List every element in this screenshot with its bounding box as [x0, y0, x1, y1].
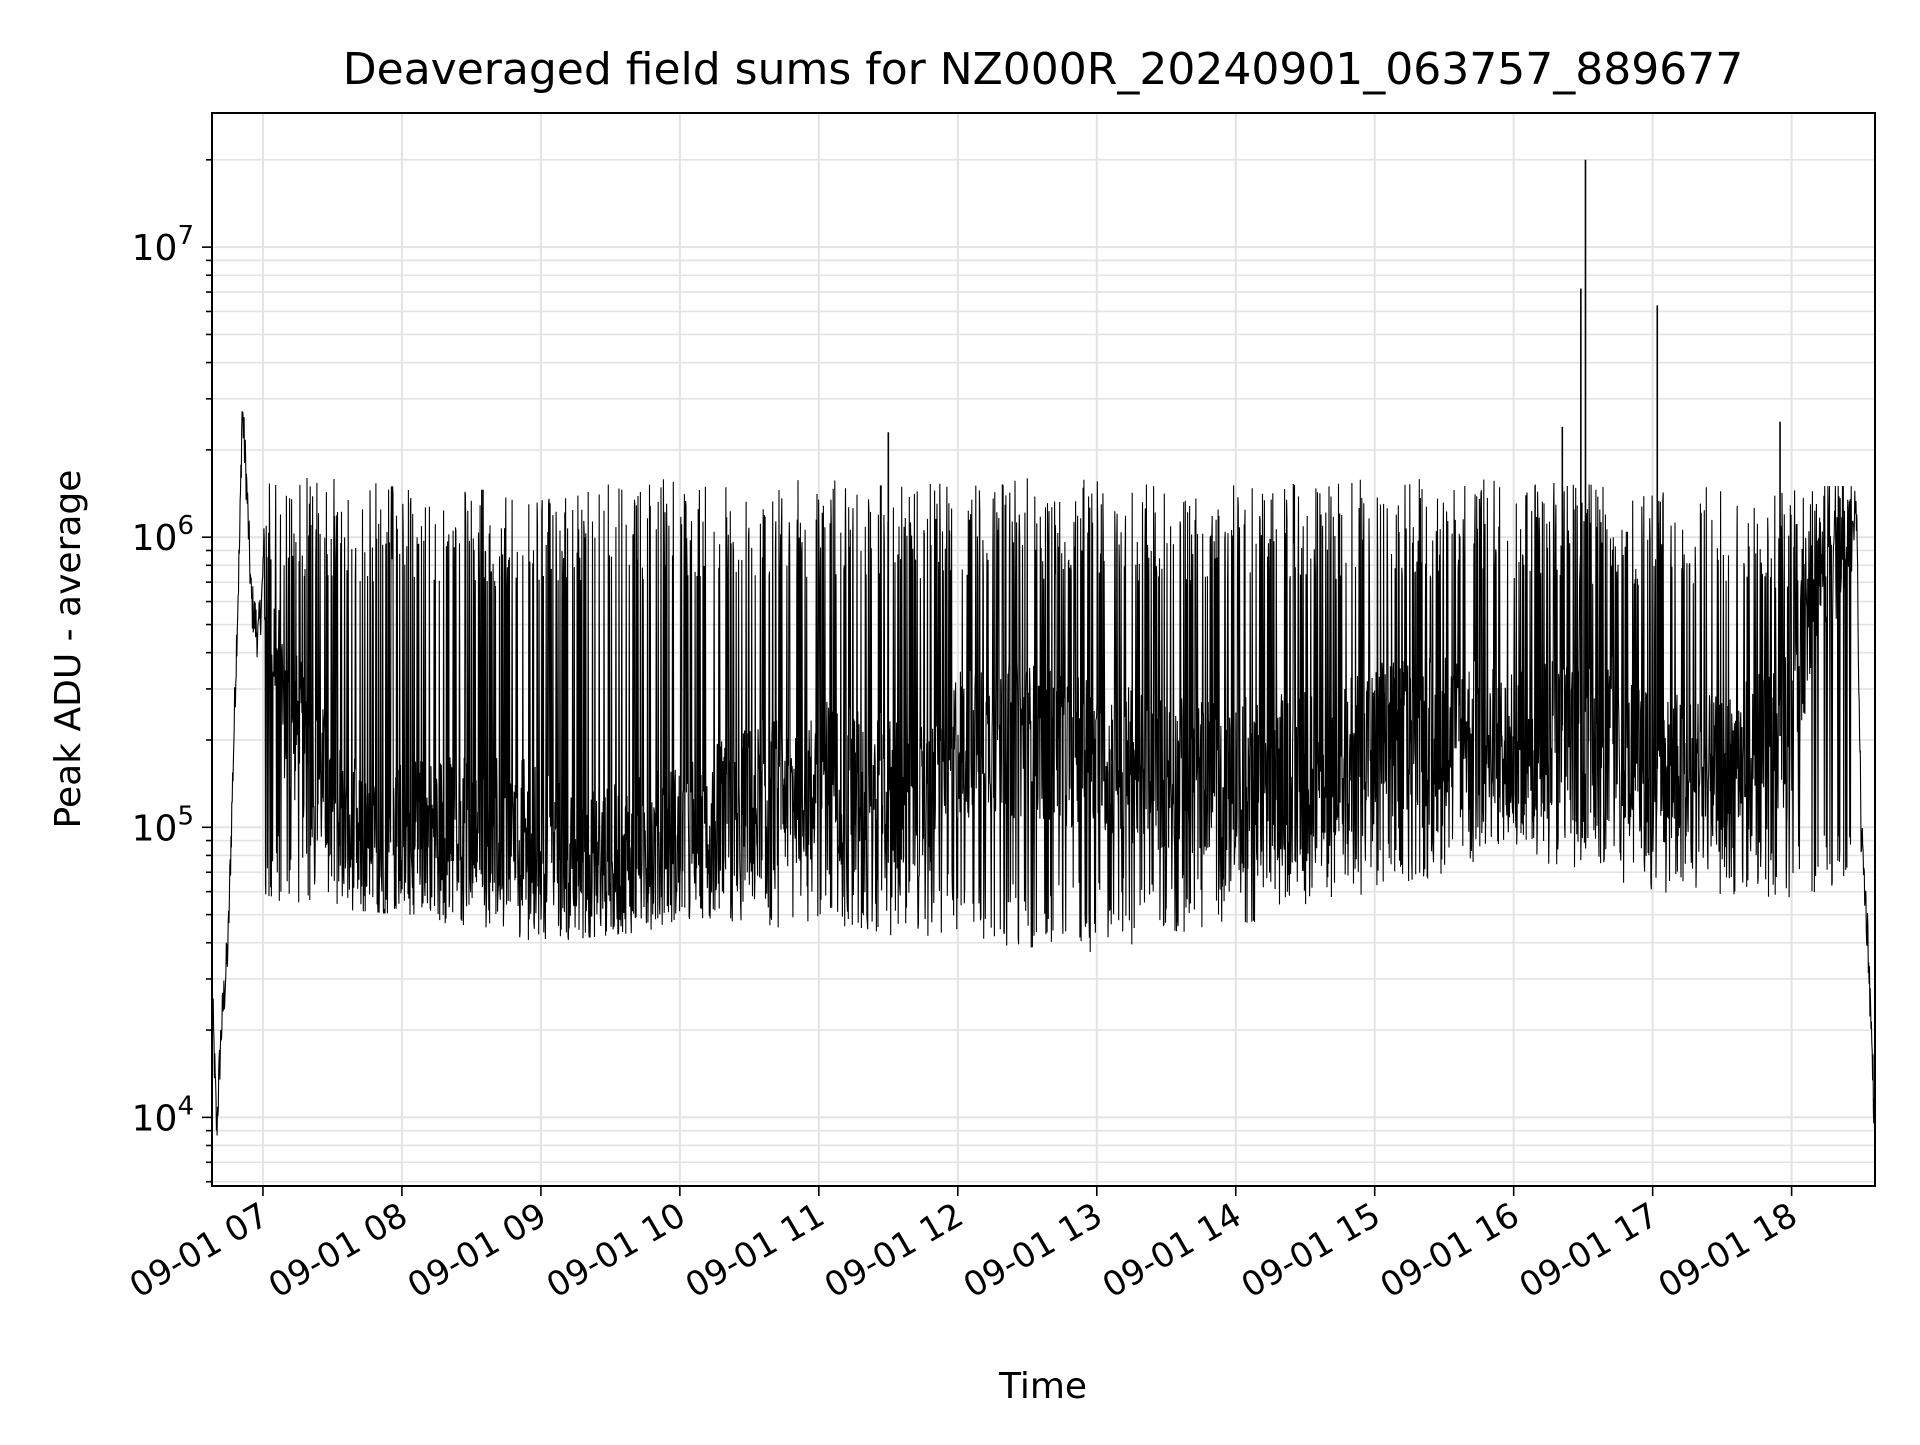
series-line: [211, 411, 1876, 1136]
x-axis-label: Time: [998, 1366, 1087, 1407]
data-layer: [211, 159, 1876, 1136]
y-tick-exponent: 6: [177, 511, 194, 541]
chart-title: Deaveraged field sums for NZ000R_2024090…: [343, 44, 1743, 95]
plot-frame: [211, 112, 1876, 1187]
y-tick-exponent: 4: [177, 1091, 194, 1121]
y-tick-base: 10: [132, 518, 178, 559]
y-tick-exponent: 7: [177, 221, 194, 251]
y-tick-label: 106: [132, 511, 194, 559]
y-tick-label: 104: [132, 1091, 194, 1139]
y-tick-base: 10: [132, 1098, 178, 1139]
y-tick-base: 10: [132, 808, 178, 849]
y-tick-exponent: 5: [177, 801, 194, 831]
y-tick-base: 10: [132, 228, 178, 269]
y-axis-label: Peak ADU - average: [48, 470, 89, 829]
y-tick-label: 107: [132, 221, 194, 269]
y-tick-label: 105: [132, 801, 194, 849]
